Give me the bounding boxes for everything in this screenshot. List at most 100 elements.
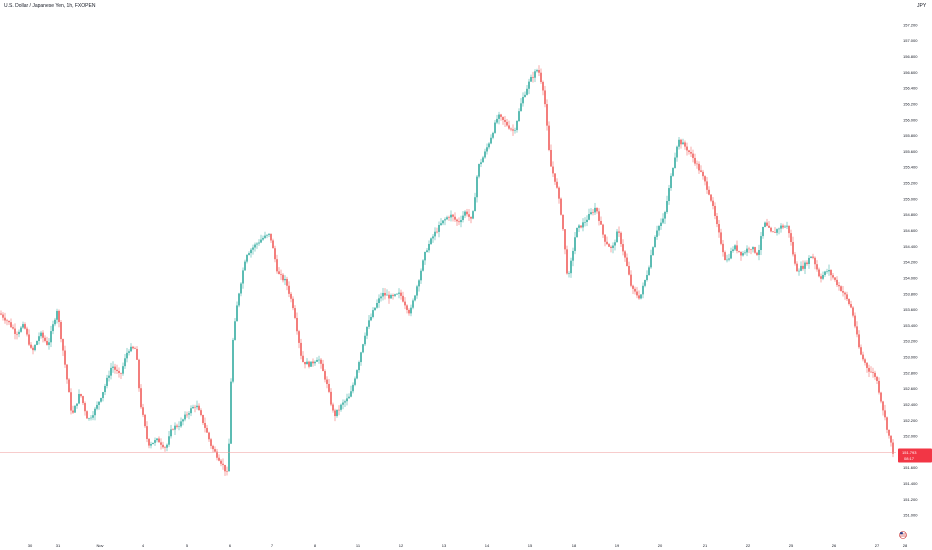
candle-body [638,295,640,299]
candle-body [478,164,480,177]
candle-body [450,214,452,218]
candle-body [488,143,490,148]
candle-body [878,380,880,393]
candle-body [438,225,440,232]
candle-body [56,310,58,320]
candle-body [670,175,672,189]
candle-body [202,414,204,423]
candle-body [824,271,826,275]
us-flag-icon [899,531,907,539]
candle-body [102,392,104,399]
candle-body [758,250,760,255]
candle-body [436,231,438,233]
candle-body [500,114,502,117]
price-tick-label: 157.000 [903,38,918,43]
time-tick-label: 7 [271,543,274,548]
candle-body [574,237,576,251]
candle-body [268,233,270,235]
candle-body [206,427,208,433]
candle-body [756,252,758,255]
candle-body [112,366,114,368]
candle-body [134,348,136,349]
candle-body [358,362,360,371]
candle-body [634,288,636,292]
candle-body [724,252,726,261]
candle-body [354,378,356,385]
time-tick-label: 13 [442,543,447,548]
candle-body [664,212,666,219]
candle-body [410,307,412,314]
time-tick-label: 30 [28,543,33,548]
time-axis[interactable]: 30 31 Nov 4 5 6 7 8 11 12 13 14 15 18 19 20 21 22 25 26 27 28 [28,543,908,548]
candle-body [868,367,870,372]
price-tick-label: 153.000 [903,355,918,360]
candle-body [620,232,622,245]
candle-body [846,294,848,300]
candle-body [644,280,646,286]
candle-body [150,444,152,446]
currency-label: JPY [917,3,927,9]
candle-body [146,426,148,439]
candle-body [536,70,538,72]
candle-body [342,402,344,405]
candle-body [100,398,102,402]
candle-body [892,442,894,454]
candle-body [770,227,772,232]
candle-body [250,249,252,254]
candle-body [280,274,282,275]
candle-body [98,401,100,405]
candle-body [96,404,98,409]
candle-body [792,241,794,255]
candle-body [330,391,332,405]
candle-body [606,241,608,245]
candle-body [186,414,188,416]
candle-body [282,274,284,281]
candle-body [426,250,428,252]
candle-body [8,320,10,323]
candle-body [594,207,596,213]
candle-body [348,396,350,399]
candle-body [300,342,302,356]
candle-body [204,422,206,428]
candle-body [168,436,170,445]
price-tick-label: 152.800 [903,370,918,375]
candle-body [742,253,744,256]
candle-body [232,339,234,382]
candle-body [362,344,364,353]
candle-body [116,369,118,371]
candle-body [374,307,376,311]
price-tick-label: 157.200 [903,22,918,27]
candle-body [890,435,892,443]
candle-body [234,321,236,340]
candle-body [602,224,604,235]
candle-body [822,274,824,279]
candle-body [178,426,180,427]
candle-body [230,381,232,444]
candle-body [502,116,504,120]
candle-body [656,230,658,237]
candle-body [562,214,564,230]
candle-body [610,246,612,248]
candle-body [368,320,370,327]
candle-body [334,410,336,417]
candle-body [616,231,618,243]
candle-body [678,139,680,147]
candle-body [642,285,644,295]
candle-body [452,214,454,217]
candle-body [378,298,380,304]
candle-body [28,334,30,345]
candle-body [276,259,278,272]
candle-body [40,332,42,337]
candle-body [494,122,496,133]
candle-body [852,307,854,316]
candle-body [650,255,652,268]
candle-body [716,215,718,225]
price-axis[interactable]: 151.000151.200151.400151.600151.800152.0… [903,22,918,517]
candle-body [46,340,48,345]
candle-body [850,304,852,308]
candle-body [322,363,324,372]
candle-body [158,438,160,443]
candle-body [136,348,138,360]
candle-body [582,222,584,228]
